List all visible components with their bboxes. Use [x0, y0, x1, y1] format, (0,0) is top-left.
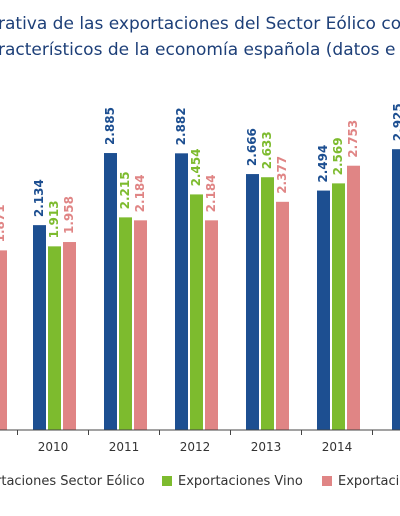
bar-next-eolico [392, 149, 400, 430]
legend-item-vino: Exportaciones Vino [162, 474, 303, 489]
legend-swatch-vino [162, 476, 172, 486]
value-label-2014-s1: 2.569 [331, 137, 345, 175]
value-label-2010-s0: 2.134 [32, 179, 46, 217]
x-tick-label-2012: 2012 [180, 440, 211, 454]
value-label-2010-s2: 1.958 [62, 196, 76, 234]
value-label-prev-third: 1.871 [0, 204, 7, 242]
value-label-2012-s2: 2.184 [204, 174, 218, 212]
chart-title-line-1: rativa de las exportaciones del Sector E… [0, 14, 400, 34]
bar-2011-s0 [104, 153, 117, 431]
legend-item-eolico: rtaciones Sector Eólico [0, 474, 145, 489]
value-label-2012-s1: 2.454 [189, 148, 203, 186]
value-label-2014-s2: 2.753 [346, 120, 360, 158]
value-label-2013-s1: 2.633 [260, 131, 274, 169]
bar-2012-s0 [175, 153, 188, 430]
legend-item-third: Exportacio [322, 474, 400, 489]
bar-2013-s2 [276, 201, 289, 430]
value-label-2011-s0: 2.885 [103, 107, 117, 145]
x-tick-label-2013: 2013 [251, 440, 282, 454]
value-label-next-eolico: 2.925 [391, 103, 400, 141]
legend-label-eolico: rtaciones Sector Eólico [0, 474, 145, 489]
bar-2010-s0 [33, 225, 46, 430]
value-label-2011-s2: 2.184 [133, 174, 147, 212]
value-label-2013-s0: 2.666 [245, 128, 259, 166]
x-tick-label-2010: 2010 [38, 440, 69, 454]
bar-2014-s2 [347, 165, 360, 430]
chart-title-line-2: racterísticos de la economía española (d… [0, 40, 396, 60]
legend-label-vino: Exportaciones Vino [178, 474, 303, 489]
x-tick-label-2011: 2011 [109, 440, 140, 454]
legend-label-third: Exportacio [338, 474, 400, 489]
bar-2011-s1 [119, 217, 132, 430]
value-label-2014-s0: 2.494 [316, 145, 330, 183]
bar-2012-s1 [190, 194, 203, 430]
value-label-2010-s1: 1.913 [47, 200, 61, 238]
value-label-2012-s0: 2.882 [174, 107, 188, 145]
bar-2013-s0 [246, 174, 259, 430]
value-label-2013-s2: 2.377 [275, 156, 289, 194]
bar-2014-s1 [332, 183, 345, 430]
bar-2014-s0 [317, 190, 330, 430]
bar-2013-s1 [261, 177, 274, 430]
bar-2010-s1 [48, 246, 61, 430]
bar-prev-third [0, 250, 7, 430]
legend-swatch-third [322, 476, 332, 486]
bar-2012-s2 [205, 220, 218, 430]
x-tick-label-2014: 2014 [322, 440, 353, 454]
bar-2010-s2 [63, 242, 76, 430]
bar-2011-s2 [134, 220, 147, 430]
value-label-2011-s1: 2.215 [118, 171, 132, 209]
